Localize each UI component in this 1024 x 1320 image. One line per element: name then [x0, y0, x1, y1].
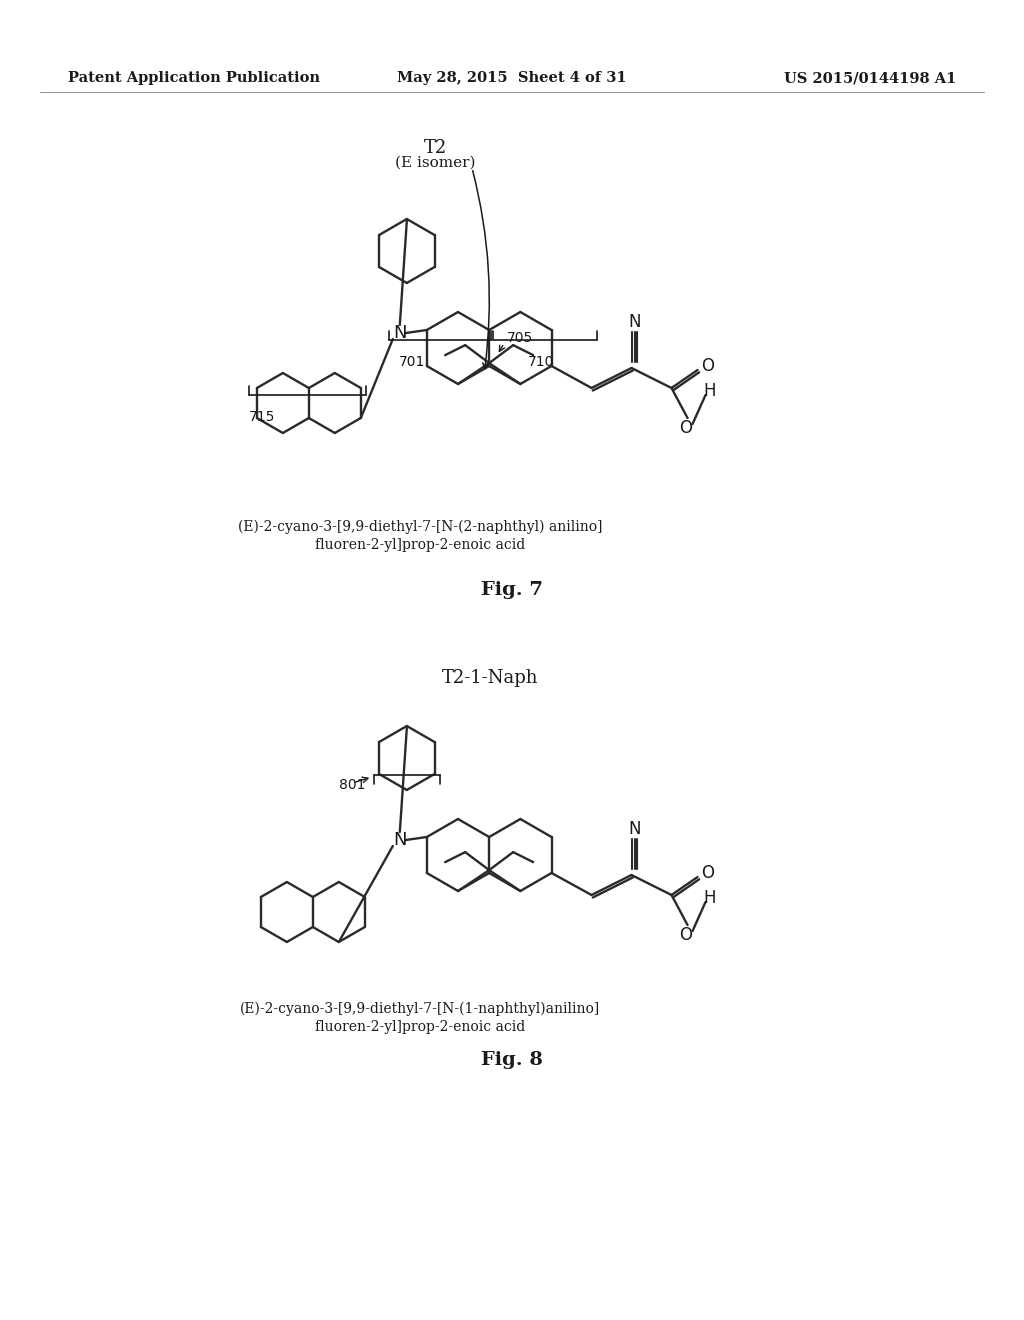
- Text: T2-1-Naph: T2-1-Naph: [441, 669, 539, 686]
- Text: May 28, 2015  Sheet 4 of 31: May 28, 2015 Sheet 4 of 31: [397, 71, 627, 84]
- Text: Patent Application Publication: Patent Application Publication: [68, 71, 319, 84]
- Text: N: N: [629, 313, 641, 331]
- Text: N: N: [393, 832, 407, 849]
- Text: N: N: [393, 323, 407, 342]
- Text: US 2015/0144198 A1: US 2015/0144198 A1: [783, 71, 956, 84]
- Text: O: O: [701, 356, 714, 375]
- Text: 701: 701: [398, 355, 425, 370]
- Text: fluoren-2-yl]prop-2-enoic acid: fluoren-2-yl]prop-2-enoic acid: [314, 539, 525, 552]
- Text: N: N: [629, 820, 641, 838]
- Text: (E)-2-cyano-3-[9,9-diethyl-7-[N-(1-naphthyl)anilino]: (E)-2-cyano-3-[9,9-diethyl-7-[N-(1-napht…: [240, 1002, 600, 1016]
- Text: (E)-2-cyano-3-[9,9-diethyl-7-[N-(2-naphthyl) anilino]: (E)-2-cyano-3-[9,9-diethyl-7-[N-(2-napht…: [238, 520, 602, 535]
- Text: 710: 710: [528, 355, 555, 370]
- Text: 705: 705: [507, 331, 534, 345]
- Text: Fig. 7: Fig. 7: [481, 581, 543, 599]
- Text: Fig. 8: Fig. 8: [481, 1051, 543, 1069]
- Text: H: H: [703, 381, 716, 400]
- Text: 715: 715: [249, 411, 275, 424]
- Text: T2: T2: [423, 139, 446, 157]
- Text: O: O: [679, 418, 692, 437]
- Text: fluoren-2-yl]prop-2-enoic acid: fluoren-2-yl]prop-2-enoic acid: [314, 1020, 525, 1034]
- Text: (E isomer): (E isomer): [394, 156, 475, 170]
- Text: O: O: [701, 865, 714, 882]
- Text: O: O: [679, 927, 692, 944]
- Text: H: H: [703, 888, 716, 907]
- Text: 801: 801: [339, 777, 366, 792]
